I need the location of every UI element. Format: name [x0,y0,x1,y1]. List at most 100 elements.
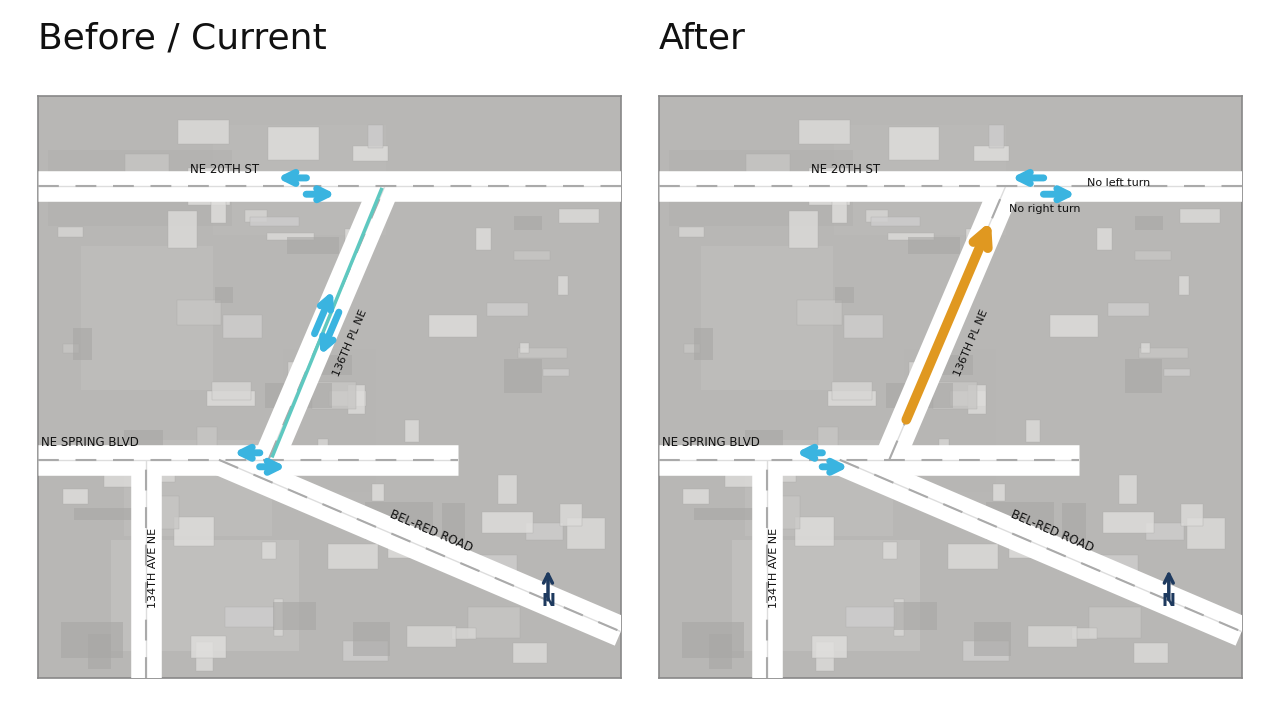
Text: No right turn: No right turn [1009,204,1080,214]
Bar [1181,504,1203,526]
Text: 136TH PL NE: 136TH PL NE [332,308,369,378]
Bar [140,495,179,528]
Bar [1089,608,1140,638]
Bar [965,229,977,266]
Bar [886,383,952,408]
Bar [212,125,385,235]
Bar [142,446,182,458]
Bar [1119,474,1138,503]
Text: N: N [541,592,556,610]
Bar [196,642,212,670]
Bar [986,502,1053,539]
Text: NE 20TH ST: NE 20TH ST [810,163,879,176]
Bar [344,229,356,266]
Bar [288,237,339,254]
Bar [558,276,568,295]
Bar [365,502,433,539]
Bar [1073,628,1097,639]
Bar [888,233,934,240]
Bar [760,495,800,528]
Bar [833,125,1006,235]
Text: 136TH PL NE: 136TH PL NE [952,308,989,378]
Bar [404,420,419,442]
Bar [442,503,465,539]
Bar [250,217,300,226]
Bar [300,175,326,193]
Bar [1134,643,1169,663]
Bar [795,517,835,546]
Text: After: After [659,22,746,55]
Bar [177,300,221,325]
Bar [319,438,329,449]
Bar [1164,369,1189,377]
Bar [63,489,88,504]
Bar [124,153,169,180]
Bar [223,315,262,338]
Bar [1180,209,1220,223]
Bar [950,391,987,405]
Bar [888,127,940,161]
Bar [680,227,704,238]
Bar [468,554,517,578]
Bar [724,472,773,487]
Bar [1125,359,1162,393]
Bar [964,641,1009,662]
Bar [865,210,888,222]
Bar [268,127,319,161]
Bar [452,628,476,639]
Bar [828,391,876,405]
Text: 134TH AVE NE: 134TH AVE NE [769,528,780,608]
Bar [328,544,378,570]
Bar [88,634,110,669]
Bar [513,643,548,663]
Bar [695,508,756,521]
Bar [244,210,268,222]
Bar [1089,554,1138,578]
Bar [504,359,541,393]
Bar [407,626,456,647]
Bar [832,382,872,400]
Bar [904,348,997,492]
Bar [988,125,1004,148]
Bar [312,382,356,410]
Bar [343,641,388,662]
Bar [265,383,332,408]
Bar [1009,544,1048,558]
Bar [1139,348,1188,358]
Bar [909,362,931,387]
Bar [1097,228,1112,251]
Bar [1025,420,1039,442]
Bar [1108,302,1149,316]
Bar [940,438,950,449]
Bar [745,431,783,464]
Bar [809,168,850,204]
Bar [178,120,229,145]
Bar [61,622,123,658]
Bar [476,228,492,251]
Bar [1135,216,1162,230]
Bar [429,315,477,336]
Bar [968,385,986,414]
Text: NE 20TH ST: NE 20TH ST [189,163,259,176]
Bar [274,600,283,636]
Bar [526,523,563,539]
Bar [870,217,920,226]
Text: NE SPRING BLVD: NE SPRING BLVD [41,436,140,449]
Bar [312,355,352,375]
Bar [288,362,310,387]
Bar [817,642,833,670]
Bar [367,125,383,148]
Bar [883,541,897,559]
Bar [1103,512,1153,533]
Bar [974,145,1009,161]
Bar [388,544,428,558]
Text: BEL-RED ROAD: BEL-RED ROAD [388,508,475,554]
Bar [483,512,532,533]
Bar [561,504,582,526]
Text: NE SPRING BLVD: NE SPRING BLVD [662,436,760,449]
Bar [818,428,838,454]
Bar [844,315,883,338]
Text: N: N [1162,592,1176,610]
Bar [755,453,796,482]
Bar [329,391,366,405]
